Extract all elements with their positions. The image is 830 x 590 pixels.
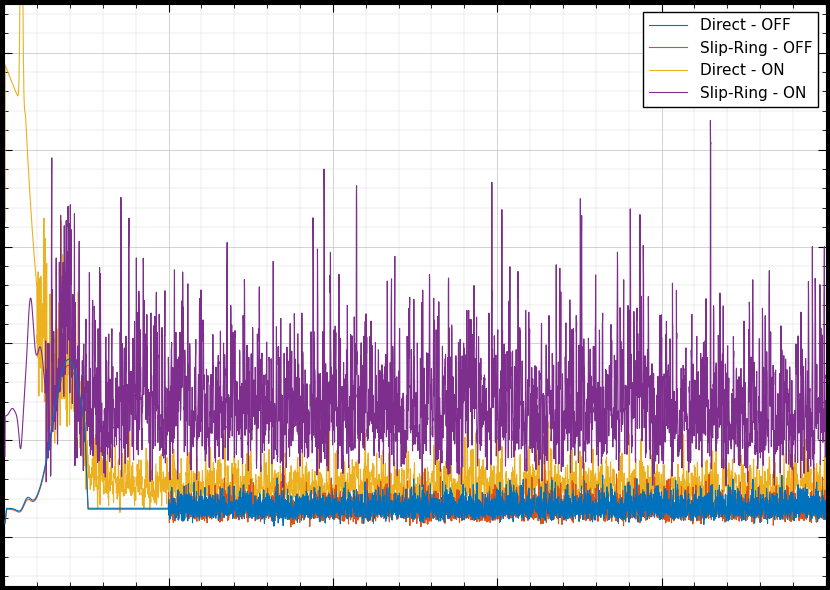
Direct - ON (0, 219, 10, 226)
Slip-Ring - OFF (821, 497, 830, 504)
Direct - OFF (269, 523, 279, 530)
Line: Slip-Ring - ON: Slip-Ring - ON (5, 120, 826, 493)
Slip-Ring - ON (706, 117, 715, 124)
Slip-Ring - ON (384, 489, 394, 496)
Direct - OFF (493, 508, 503, 515)
Slip-Ring - ON (149, 322, 159, 329)
Slip-Ring - ON (675, 419, 685, 426)
Direct - ON (314, 480, 324, 487)
Slip-Ring - OFF (149, 506, 159, 513)
Direct - ON (234, 511, 244, 518)
Direct - ON (535, 437, 544, 444)
Line: Slip-Ring - OFF: Slip-Ring - OFF (5, 365, 826, 527)
Direct - OFF (314, 499, 324, 506)
Direct - OFF (0, 519, 10, 526)
Slip-Ring - OFF (676, 513, 686, 520)
Direct - ON (493, 489, 503, 496)
Legend: Direct - OFF, Slip-Ring - OFF, Direct - ON, Slip-Ring - ON: Direct - OFF, Slip-Ring - OFF, Direct - … (643, 12, 818, 107)
Direct - OFF (676, 509, 686, 516)
Slip-Ring - ON (821, 417, 830, 424)
Slip-Ring - OFF (613, 513, 622, 520)
Direct - ON (149, 491, 159, 498)
Direct - OFF (149, 504, 159, 512)
Slip-Ring - ON (314, 370, 324, 377)
Slip-Ring - OFF (493, 508, 503, 515)
Slip-Ring - OFF (314, 489, 324, 496)
Slip-Ring - OFF (63, 362, 73, 369)
Slip-Ring - OFF (0, 520, 10, 527)
Slip-Ring - ON (492, 358, 502, 365)
Direct - ON (676, 482, 686, 489)
Direct - OFF (821, 513, 830, 520)
Line: Direct - ON: Direct - ON (5, 0, 826, 514)
Direct - OFF (63, 356, 73, 363)
Slip-Ring - OFF (286, 523, 295, 530)
Direct - ON (613, 475, 622, 482)
Slip-Ring - ON (0, 453, 10, 460)
Direct - OFF (613, 507, 622, 514)
Direct - OFF (535, 502, 544, 509)
Slip-Ring - ON (613, 268, 622, 276)
Slip-Ring - ON (534, 397, 544, 404)
Slip-Ring - OFF (535, 496, 544, 503)
Direct - ON (821, 498, 830, 505)
Line: Direct - OFF: Direct - OFF (5, 359, 826, 526)
